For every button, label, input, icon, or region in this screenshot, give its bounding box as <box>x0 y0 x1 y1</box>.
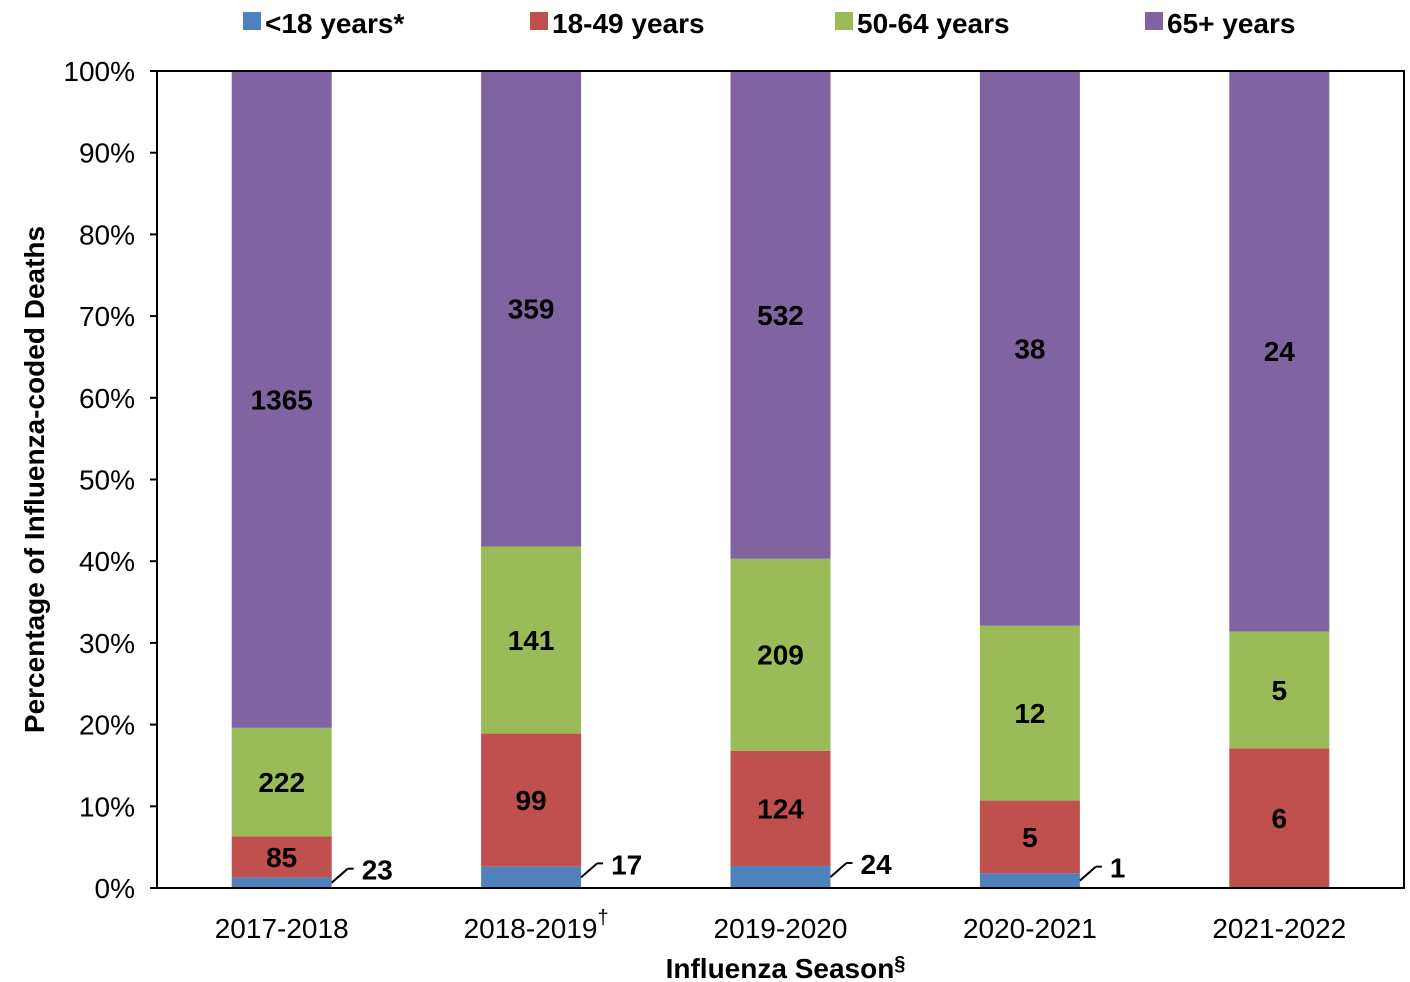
y-tick-label: 90% <box>79 138 135 169</box>
legend-entry-label: 18-49 years <box>552 8 705 39</box>
legend-entry-label: <18 years* <box>265 8 404 39</box>
x-axis-title: Influenza Season§ <box>666 953 906 982</box>
data-label: 141 <box>508 625 555 656</box>
x-category-footnote-mark: † <box>597 907 608 929</box>
x-axis-title-text: Influenza Season <box>666 953 895 982</box>
bar-segment <box>730 750 831 866</box>
data-label: 5 <box>1022 822 1038 853</box>
bar-segment <box>979 800 1080 874</box>
bar-segment <box>730 71 831 559</box>
y-tick-label: 20% <box>79 710 135 741</box>
bar-segment <box>730 558 831 751</box>
data-label: 209 <box>757 640 804 671</box>
bar-segment <box>231 836 332 878</box>
data-label: 1365 <box>251 384 313 415</box>
data-label: 359 <box>508 294 555 325</box>
leader-line <box>829 862 848 878</box>
data-label: 24 <box>861 849 893 880</box>
y-tick-label: 30% <box>79 628 135 659</box>
legend-entry-label: 65+ years <box>1167 8 1295 39</box>
bar-segment <box>1229 631 1330 749</box>
y-axis-title: Percentage of Influenza-coded Deaths <box>19 226 50 733</box>
data-label: 38 <box>1014 333 1045 364</box>
data-label: 24 <box>1264 336 1296 367</box>
data-label: 23 <box>362 855 393 886</box>
bar-segment <box>481 546 582 734</box>
bar-segment <box>481 71 582 547</box>
bar-segment <box>979 625 1080 801</box>
legend-swatch <box>530 12 548 30</box>
leader-line <box>331 867 349 884</box>
legend-swatch <box>835 12 853 30</box>
bar-segment <box>481 733 582 867</box>
leader-line <box>1079 865 1097 882</box>
y-tick-label: 0% <box>95 873 135 904</box>
y-axis-ticks: 0% 10% 20% 30% 40% 50% 60% 70% 80% 90% 100% <box>63 56 157 904</box>
data-label: 17 <box>611 849 642 880</box>
data-label: 532 <box>757 300 804 331</box>
bar-segment <box>231 727 332 837</box>
x-category-label: 2018-2019† <box>464 907 609 944</box>
bar-segment <box>231 877 332 888</box>
data-label: 12 <box>1014 698 1045 729</box>
x-category-label: 2020-2021 <box>963 913 1097 944</box>
y-tick-label: 50% <box>79 465 135 496</box>
bar-segment <box>1229 71 1330 632</box>
data-label: 99 <box>516 785 547 816</box>
y-tick-label: 60% <box>79 383 135 414</box>
y-tick-label: 40% <box>79 546 135 577</box>
data-labels: 23 85 222 1365 17 99 141 359 24 124 209 532 1 5 12 38 6 5… <box>251 294 1296 886</box>
bar-segment <box>231 71 332 728</box>
x-category-label: 2021-2022 <box>1212 913 1346 944</box>
legend-entry-label: 50-64 years <box>857 8 1010 39</box>
x-category-label: 2017-2018 <box>215 913 349 944</box>
legend: <18 years* 18-49 years 50-64 years 65+ year… <box>243 8 1295 39</box>
data-label: 222 <box>258 767 305 798</box>
x-category-label: 2019-2020 <box>714 913 848 944</box>
y-tick-label: 70% <box>79 301 135 332</box>
data-label: 124 <box>757 793 804 824</box>
bar-segment <box>730 865 831 888</box>
y-tick-label: 80% <box>79 219 135 250</box>
data-label: 85 <box>266 842 297 873</box>
bars <box>231 71 1330 888</box>
bar-segment <box>979 71 1080 626</box>
legend-swatch <box>243 12 261 30</box>
bar-segment <box>481 866 582 888</box>
data-label: 6 <box>1272 803 1288 834</box>
y-tick-label: 10% <box>79 791 135 822</box>
x-axis-categories: 2017-2018 2018-2019† 2019-2020 2020-2021 202… <box>215 907 1347 944</box>
y-tick-label: 100% <box>63 56 135 87</box>
legend-swatch <box>1145 12 1163 30</box>
leader-line <box>580 862 598 879</box>
bar-segment <box>1229 748 1330 888</box>
data-label: 1 <box>1110 853 1126 884</box>
x-axis-title-footnote-mark: § <box>894 953 905 975</box>
data-label: 5 <box>1272 675 1288 706</box>
bar-segment <box>979 873 1080 888</box>
plot-area-frame <box>156 70 1405 889</box>
